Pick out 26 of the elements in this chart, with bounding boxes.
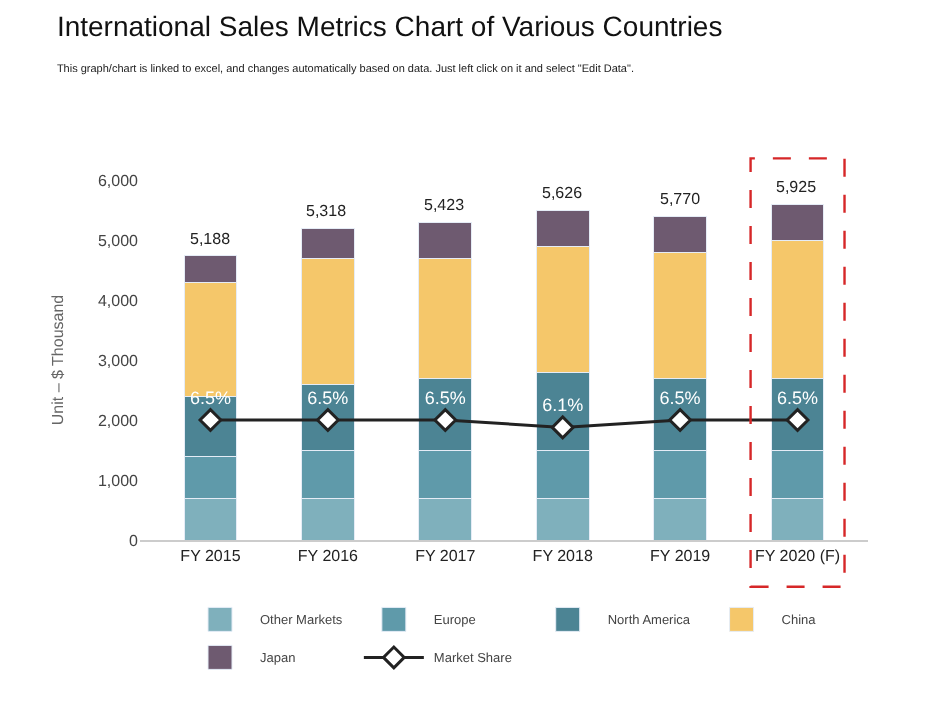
- annotation: 5,423: [424, 196, 466, 214]
- y-tick-label: 2,000: [97, 411, 140, 430]
- x-tick-label: FY 2016: [297, 547, 360, 566]
- data-label: 6.5%: [777, 387, 819, 408]
- y-axis-title: Unit – $ Thousand: [49, 294, 68, 426]
- data-label: 6.5%: [307, 387, 349, 408]
- x-tick-label: FY 2019: [650, 547, 712, 566]
- y-tick-label: 5,000: [97, 231, 140, 250]
- annotation: 5,318: [306, 202, 348, 220]
- annotation: 5,188: [190, 230, 232, 248]
- annotation: 5,770: [660, 190, 702, 208]
- y-tick-label: 4,000: [97, 291, 140, 310]
- data-label: 6.5%: [659, 387, 701, 408]
- chart-title: International Sales Metrics Chart of Various Countries: [56, 9, 723, 42]
- annotation: 5,925: [776, 178, 818, 196]
- y-tick-label: 1,000: [97, 471, 140, 490]
- x-tick-label: FY 2020 (F): [754, 547, 841, 566]
- data-label: 6.1%: [542, 394, 584, 415]
- annotation: 5,626: [542, 184, 584, 202]
- x-tick-label: FY 2015: [180, 547, 242, 566]
- x-tick-label: FY 2018: [532, 547, 594, 566]
- y-tick-label: 6,000: [97, 171, 140, 190]
- data-label: 6.5%: [424, 387, 466, 408]
- y-tick-label: 0: [129, 531, 140, 550]
- y-tick-label: 3,000: [97, 351, 140, 370]
- x-tick-label: FY 2017: [415, 547, 477, 566]
